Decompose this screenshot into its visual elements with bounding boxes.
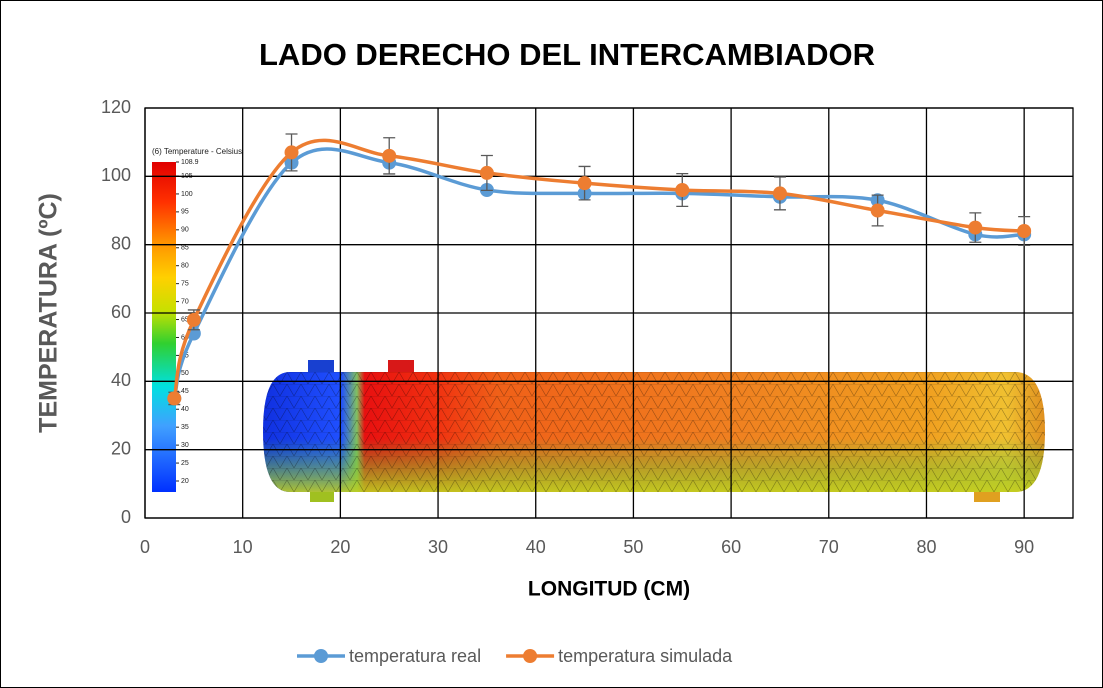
data-point [480, 166, 494, 180]
colorbar-label: 40 [181, 406, 189, 413]
x-tick-label: 60 [721, 537, 741, 557]
data-point [968, 221, 982, 235]
y-tick-label: 100 [101, 165, 131, 185]
data-point [871, 204, 885, 218]
legend-marker [314, 649, 328, 663]
colorbar-label: 25 [181, 460, 189, 467]
x-axis-title: LONGITUD (CM) [528, 578, 690, 601]
colorbar-label: 85 [181, 245, 189, 252]
data-point [187, 313, 201, 327]
nozzle [388, 360, 414, 374]
colorbar-label: 80 [181, 263, 189, 270]
x-tick-label: 80 [916, 537, 936, 557]
data-point [167, 391, 181, 405]
colorbar-label: 30 [181, 442, 189, 449]
y-axis-title: TEMPERATURA (ºC) [35, 193, 63, 433]
colorbar-label: 100 [181, 191, 193, 198]
data-point [285, 145, 299, 159]
data-point [382, 149, 396, 163]
data-point [675, 183, 689, 197]
legend-marker [523, 649, 537, 663]
colorbar-label: 50 [181, 370, 189, 377]
colorbar-label: 70 [181, 298, 189, 305]
x-tick-label: 40 [526, 537, 546, 557]
x-tick-label: 10 [233, 537, 253, 557]
chart-title: LADO DERECHO DEL INTERCAMBIADOR [259, 37, 875, 72]
colorbar-label: 20 [181, 478, 189, 485]
legend-label: temperatura real [349, 646, 481, 666]
x-tick-label: 30 [428, 537, 448, 557]
x-tick-label: 90 [1014, 537, 1034, 557]
data-point [1017, 224, 1031, 238]
y-tick-label: 80 [111, 233, 131, 253]
x-tick-label: 0 [140, 537, 150, 557]
colorbar-label: 108.9 [181, 159, 199, 166]
y-tick-label: 60 [111, 302, 131, 322]
colorbar-label: 90 [181, 227, 189, 234]
colorbar-label: 95 [181, 209, 189, 216]
colorbar-label: 45 [181, 388, 189, 395]
colorbar-label: 35 [181, 424, 189, 431]
data-point [578, 176, 592, 190]
nozzle [308, 360, 334, 374]
y-tick-label: 40 [111, 370, 131, 390]
x-tick-label: 70 [819, 537, 839, 557]
heat-exchanger-mesh [263, 372, 1045, 492]
y-tick-label: 20 [111, 438, 131, 458]
data-point [773, 186, 787, 200]
x-tick-label: 20 [330, 537, 350, 557]
chart: LADO DERECHO DEL INTERCAMBIADOR (6) Temp… [0, 0, 1103, 688]
colorbar [152, 162, 176, 492]
legend-label: temperatura simulada [558, 646, 733, 666]
colorbar-label: 75 [181, 280, 189, 287]
inset-title: (6) Temperature - Celsius [152, 147, 242, 156]
x-tick-label: 50 [623, 537, 643, 557]
y-tick-label: 120 [101, 97, 131, 117]
y-tick-label: 0 [121, 507, 131, 527]
